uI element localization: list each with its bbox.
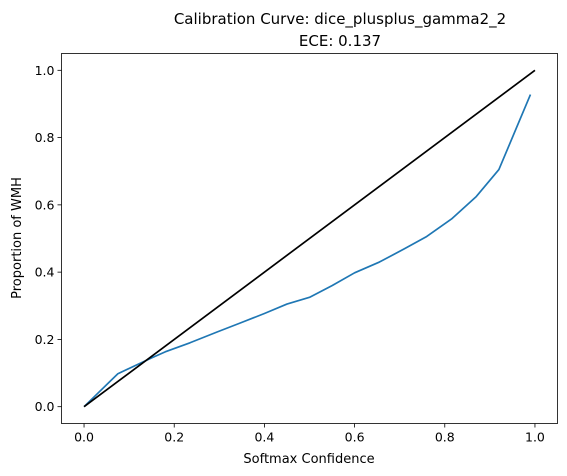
x-tick-label: 0.6 (345, 430, 365, 445)
perfect-calibration-line (83, 69, 536, 408)
y-tick-label: 0.4 (35, 265, 55, 280)
plot-frame (61, 53, 558, 424)
x-tick-label: 1.0 (525, 430, 545, 445)
x-tick-label: 0.2 (164, 430, 184, 445)
x-tick-label: 0.8 (435, 430, 455, 445)
y-tick-label: 0.6 (35, 197, 55, 212)
calibration-series-line (83, 94, 532, 408)
x-tick-label: 0.0 (74, 430, 94, 445)
y-tick-label: 0.0 (35, 399, 55, 414)
series-layer (83, 69, 536, 408)
ticks-layer: 0.0 0.2 0.4 0.6 0.8 1.0 0.0 0.2 0.4 0.6 0.8 1.0 (35, 63, 545, 445)
chart-title: Calibration Curve: dice_plusplus_gamma2_… (174, 10, 506, 29)
y-tick-label: 1.0 (35, 63, 55, 78)
chart-subtitle: ECE: 0.137 (299, 32, 381, 50)
y-tick-label: 0.8 (35, 130, 55, 145)
y-tick-label: 0.2 (35, 332, 55, 347)
x-axis-label: Softmax Confidence (243, 452, 374, 467)
y-axis-label: Proportion of WMH (10, 177, 25, 299)
x-tick-label: 0.4 (254, 430, 274, 445)
